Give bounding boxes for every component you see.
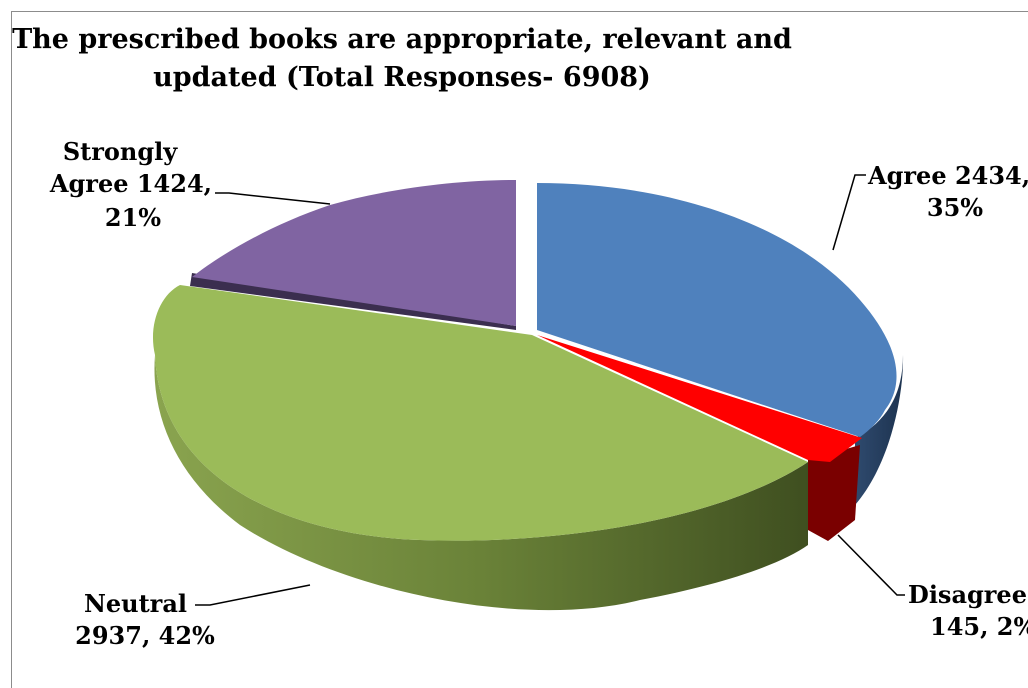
pie-slice-disagree: [537, 335, 862, 541]
pie-slice-agree-top: [537, 183, 897, 437]
chart-title-line-1: The prescribed books are appropriate, re…: [12, 24, 792, 55]
pie-slice-neutral-side: [154, 355, 808, 611]
leader-line-disagree: [837, 534, 905, 596]
data-labels: Agree 2434, 35% Disagree 145, 2% Neutral…: [49, 137, 1028, 650]
pie-slice-agree-side: [855, 355, 904, 505]
pie-slice-strongly-agree-top: [192, 180, 516, 326]
pie-slice-disagree-top: [537, 335, 862, 462]
leader-line-strongly-agree: [215, 192, 331, 205]
data-label-strongly-agree-line-3: 21%: [105, 203, 161, 232]
data-label-neutral-line-1: Neutral: [84, 589, 187, 618]
leader-line-agree: [832, 174, 866, 251]
data-label-agree-line-2: 35%: [927, 193, 983, 222]
chart-title-line-2: updated (Total Responses- 6908): [153, 62, 651, 93]
pie-slice-strongly-agree: [190, 180, 516, 330]
data-label-disagree-line-2: 145, 2%: [930, 612, 1028, 641]
data-label-strongly-agree: Strongly Agree 1424, 21%: [49, 137, 212, 232]
chart-title: The prescribed books are appropriate, re…: [12, 24, 792, 93]
leader-line-neutral: [195, 584, 311, 606]
pie-slice-disagree-side: [808, 445, 860, 541]
data-label-disagree: Disagree 145, 2%: [908, 580, 1028, 641]
leader-lines: [195, 174, 905, 606]
pie-slice-neutral: [152, 285, 809, 611]
data-label-agree-line-1: Agree 2434,: [867, 161, 1028, 190]
pie-slice-neutral-top: [152, 285, 809, 541]
data-label-neutral: Neutral 2937, 42%: [75, 589, 215, 650]
data-label-strongly-agree-line-2: Agree 1424,: [49, 169, 212, 198]
data-label-agree: Agree 2434, 35%: [867, 161, 1028, 222]
pie-slices: [152, 180, 904, 611]
data-label-strongly-agree-line-1: Strongly: [63, 137, 178, 166]
data-label-disagree-line-1: Disagree: [908, 580, 1027, 609]
data-label-neutral-line-2: 2937, 42%: [75, 621, 215, 650]
pie-slice-agree: [537, 183, 904, 505]
